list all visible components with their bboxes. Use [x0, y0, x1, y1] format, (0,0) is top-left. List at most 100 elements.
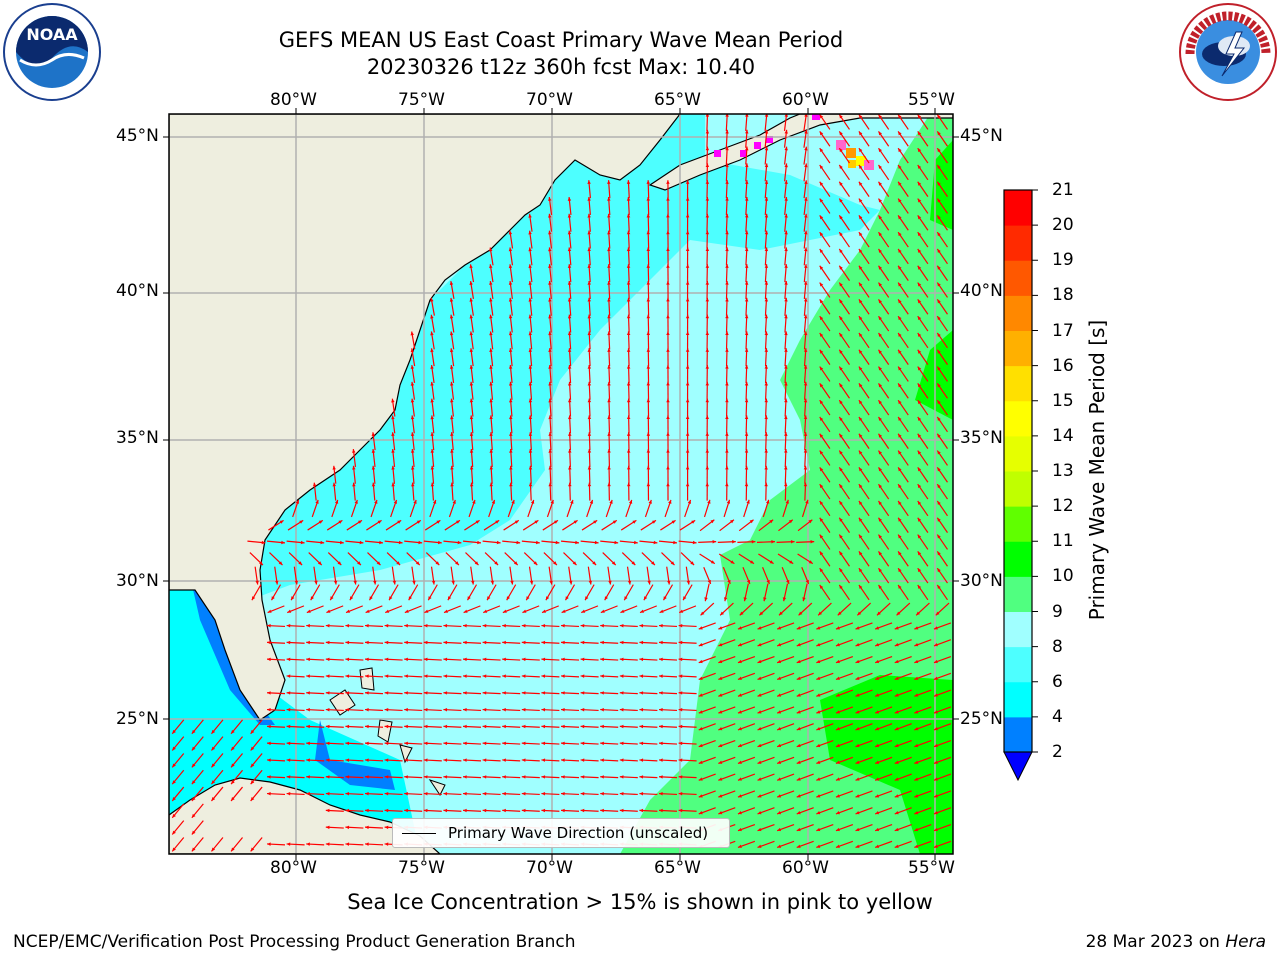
- wave-arrow: [509, 398, 513, 417]
- wave-arrow: [917, 534, 929, 550]
- wave-arrow: [364, 825, 384, 830]
- footer-date: 28 Mar 2023 on Hera: [1086, 932, 1266, 952]
- wave-arrow: [757, 739, 775, 748]
- wave-arrow: [600, 791, 619, 796]
- wave-arrow: [936, 416, 948, 433]
- wave-arrow: [666, 196, 670, 216]
- wave-arrow: [560, 741, 580, 746]
- wave-arrow: [835, 706, 854, 714]
- wave-arrow: [587, 482, 592, 501]
- wave-arrow: [819, 450, 831, 466]
- wave-arrow: [745, 196, 749, 216]
- wave-arrow: [639, 724, 658, 729]
- wave-arrow: [685, 448, 690, 468]
- wave-arrow: [705, 331, 710, 350]
- wave-arrow: [894, 706, 912, 714]
- colorbar-tick-label: 21: [1052, 180, 1074, 200]
- wave-arrow: [878, 567, 890, 584]
- wave-arrow: [443, 808, 462, 813]
- wave-arrow: [819, 198, 831, 214]
- wave-arrow: [306, 758, 325, 762]
- wave-arrow: [835, 756, 854, 765]
- wave-arrow: [819, 534, 831, 550]
- wave-arrow: [541, 691, 560, 695]
- wave-arrow: [587, 247, 591, 266]
- wave-arrow: [560, 758, 580, 762]
- wave-arrow: [626, 247, 631, 266]
- wave-arrow: [646, 331, 651, 350]
- wave-arrow: [345, 825, 364, 830]
- wave-arrow: [698, 689, 716, 697]
- wave-arrow: [797, 519, 813, 532]
- wave-arrow: [933, 790, 952, 798]
- wave-arrow: [423, 623, 442, 628]
- wave-arrow: [725, 398, 729, 417]
- wave-arrow: [784, 180, 788, 199]
- wave-arrow: [528, 297, 533, 316]
- wave-arrow: [796, 706, 814, 714]
- wave-arrow: [666, 364, 670, 384]
- wave-arrow: [933, 689, 952, 697]
- wave-arrow: [838, 450, 850, 466]
- wave-arrow: [404, 707, 423, 712]
- wave-arrow: [482, 707, 501, 712]
- wave-arrow: [462, 657, 482, 662]
- footer-date-text: 28 Mar 2023 on: [1085, 932, 1226, 952]
- wave-arrow: [678, 640, 697, 645]
- wave-arrow: [391, 448, 396, 468]
- wave-arrow: [489, 415, 493, 434]
- wave-arrow: [587, 314, 592, 333]
- wave-arrow: [658, 540, 678, 545]
- wave-arrow: [560, 808, 580, 813]
- wave-arrow: [564, 584, 576, 601]
- lat-label-right-30n: 30°N: [960, 571, 1003, 591]
- wave-arrow: [640, 519, 657, 531]
- wave-arrow: [469, 465, 474, 484]
- wave-arrow: [717, 540, 736, 544]
- wave-arrow: [703, 499, 711, 518]
- wave-arrow: [306, 623, 325, 628]
- wave-arrow: [509, 448, 513, 468]
- wave-arrow: [385, 605, 403, 614]
- wave-arrow: [685, 247, 690, 266]
- wave-arrow: [835, 773, 854, 781]
- wave-arrow: [502, 605, 520, 614]
- lon-label-top-60w: 60°W: [782, 90, 829, 110]
- wave-arrow: [784, 314, 788, 333]
- wave-arrow: [469, 348, 474, 367]
- wave-arrow: [306, 842, 325, 846]
- wave-arrow: [541, 674, 560, 678]
- wave-arrow: [508, 264, 513, 283]
- wave-arrow: [819, 467, 831, 483]
- wave-arrow: [619, 657, 638, 662]
- wave-arrow: [705, 230, 710, 249]
- wave-arrow: [698, 672, 716, 681]
- wave-arrow: [725, 163, 729, 182]
- axis-ticks: [163, 108, 959, 860]
- wave-arrow: [855, 672, 873, 681]
- wave-arrow: [737, 739, 756, 748]
- wave-arrow: [838, 131, 850, 147]
- wave-arrow: [858, 517, 870, 533]
- wave-arrow: [858, 131, 870, 147]
- wave-arrow: [587, 297, 591, 316]
- wave-arrow: [430, 314, 435, 333]
- wave-arrow: [404, 674, 423, 678]
- wave-arrow: [345, 707, 364, 712]
- wave-arrow: [384, 707, 403, 712]
- wave-arrow: [819, 248, 831, 265]
- wave-arrow: [776, 689, 795, 697]
- wave-arrow: [838, 483, 850, 500]
- wave-arrow: [917, 265, 929, 281]
- wave-arrow: [443, 707, 462, 712]
- wave-arrow: [482, 741, 501, 746]
- wave-arrow: [391, 398, 396, 417]
- wave-arrow: [698, 540, 717, 544]
- wave-arrow: [286, 657, 305, 662]
- colorbar-segment: [1004, 190, 1032, 226]
- wave-arrow: [364, 758, 384, 762]
- wave-arrow: [897, 114, 909, 130]
- wave-arrow: [410, 381, 416, 400]
- wave-arrow: [568, 482, 572, 501]
- wave-arrow: [306, 657, 325, 662]
